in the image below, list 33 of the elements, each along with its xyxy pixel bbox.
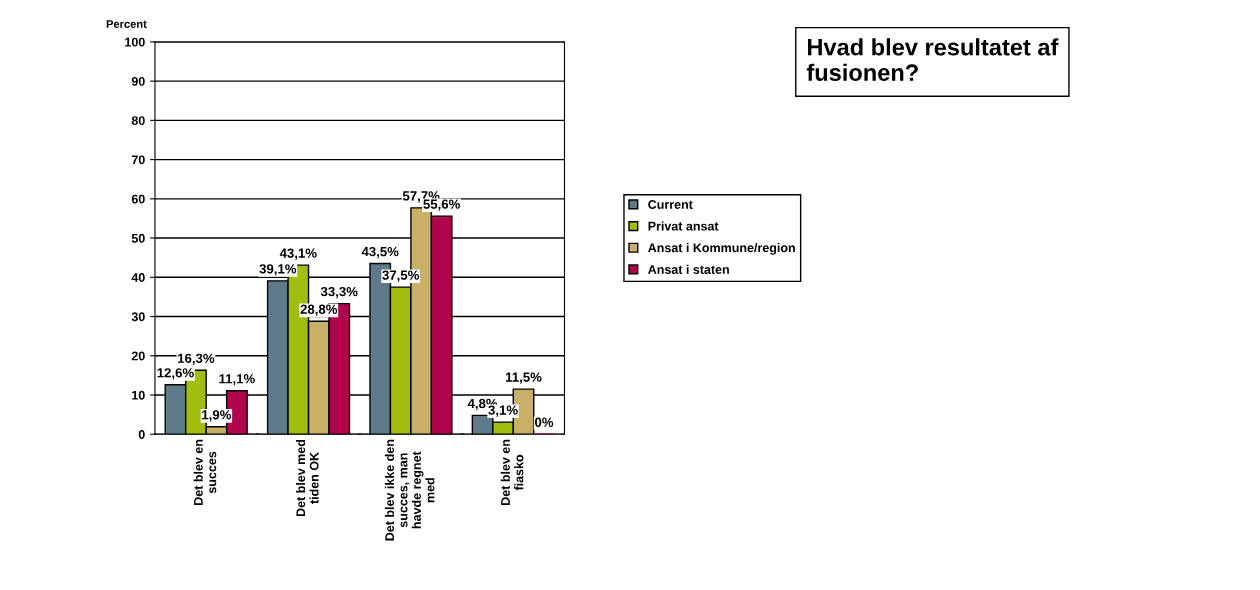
data-label: 0% — [534, 417, 554, 427]
y-tick-label: 70 — [131, 155, 145, 165]
data-label: 1,9% — [202, 410, 232, 422]
x-tick-label: Det blev en succes — [193, 439, 217, 505]
y-tick-label: 40 — [131, 273, 145, 282]
y-tick-label: 10 — [132, 390, 145, 400]
y-tick-label: 90 — [131, 76, 145, 86]
legend-label: Ansat i Kommune/region — [648, 243, 795, 255]
data-label: 16,3% — [178, 353, 215, 365]
legend-label: Ansat i staten — [648, 264, 729, 274]
data-label: 28,8% — [300, 304, 338, 316]
data-label: 11,5% — [506, 372, 542, 384]
data-label: 43,5% — [361, 246, 399, 259]
legend-label: Current — [648, 200, 693, 209]
data-label: 43,1% — [279, 248, 317, 260]
y-tick-label: 0 — [138, 430, 145, 439]
y-axis-title: Percent — [106, 20, 147, 28]
data-label: 12,6% — [157, 368, 194, 380]
y-tick-label: 30 — [131, 312, 145, 322]
y-tick-label: 80 — [131, 116, 145, 126]
data-label: 11,1% — [219, 374, 255, 386]
y-tick-label: 100 — [125, 37, 145, 47]
data-label: 39,1% — [259, 264, 297, 276]
text: Hvad blev resultatet af fusionen? — [806, 38, 1059, 81]
y-tick-label: 20 — [131, 351, 145, 361]
x-tick-label: Det blev ikke den succes, man havde regnet med — [384, 439, 435, 541]
data-label: 33,3% — [320, 286, 358, 299]
legend-label: Privat ansat — [648, 221, 719, 231]
x-tick-label: Det blev en fiasko — [500, 439, 524, 505]
y-tick-label: 60 — [131, 194, 145, 204]
data-label: 37,5% — [382, 270, 420, 282]
y-tick-label: 50 — [131, 233, 145, 243]
x-tick-label: Det blev med tiden OK — [295, 439, 319, 517]
